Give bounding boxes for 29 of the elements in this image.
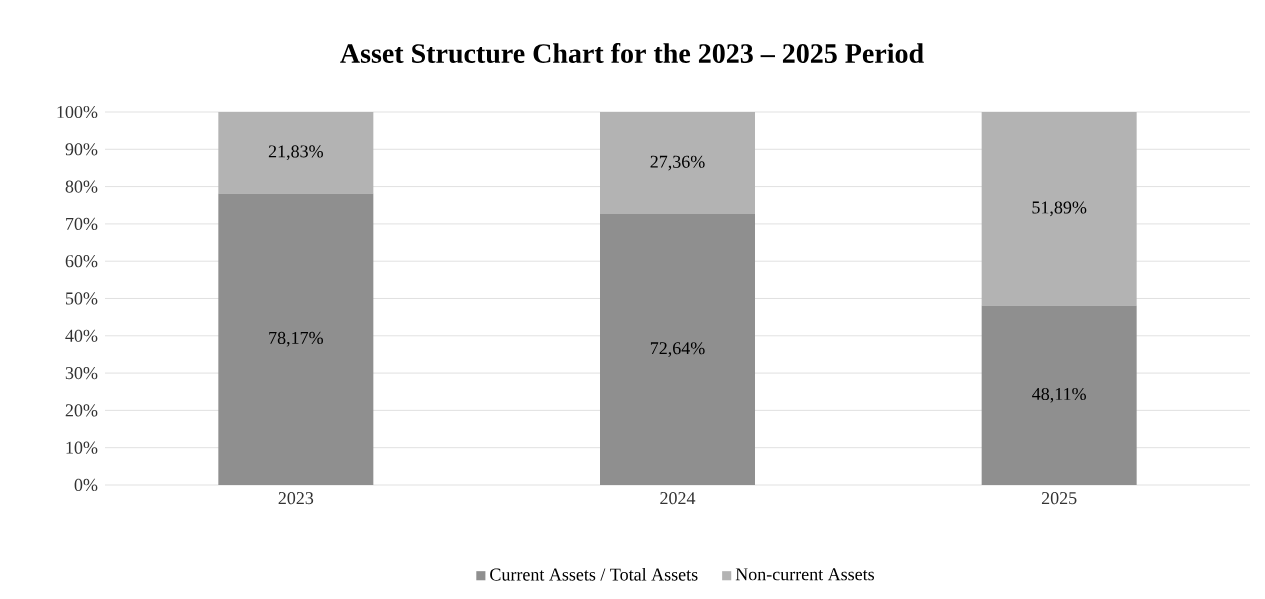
chart-title: Asset Structure Chart for the 2023 – 2025 Period [340,42,924,64]
y-tick-label: 10% [66,441,98,454]
y-tick-label: 40% [65,329,98,342]
y-tick-label: 0% [74,478,98,492]
y-tick-label: 100% [57,105,98,119]
y-tick-label: 90% [65,143,98,156]
y-tick-label: 80% [65,180,98,193]
bar [218,111,374,194]
bar [218,193,374,485]
x-tick-label: 2023 [278,492,314,505]
data-label: 48,11% [1032,387,1086,403]
bar [981,111,1137,306]
data-label: 51,89% [1032,201,1087,217]
y-tick-label: 20% [65,404,98,417]
y-tick-label: 70% [66,217,98,231]
data-label: 21,83% [268,145,323,161]
x-tick-label: 2025 [1041,492,1077,505]
x-tick-label: 2024 [660,492,696,505]
data-label: 27,36% [650,155,705,171]
data-label: 78,17% [269,331,323,347]
bar [981,305,1137,485]
bar [600,214,755,485]
y-tick-label: 50% [65,292,98,305]
data-label: 72,64% [650,342,705,357]
y-tick-label: 30% [65,366,98,380]
legend-label: Non-current Assets [735,568,875,581]
legend-label: Current Assets / Total Assets [490,567,698,581]
y-tick-label: 60% [65,255,98,268]
bar [600,111,755,215]
